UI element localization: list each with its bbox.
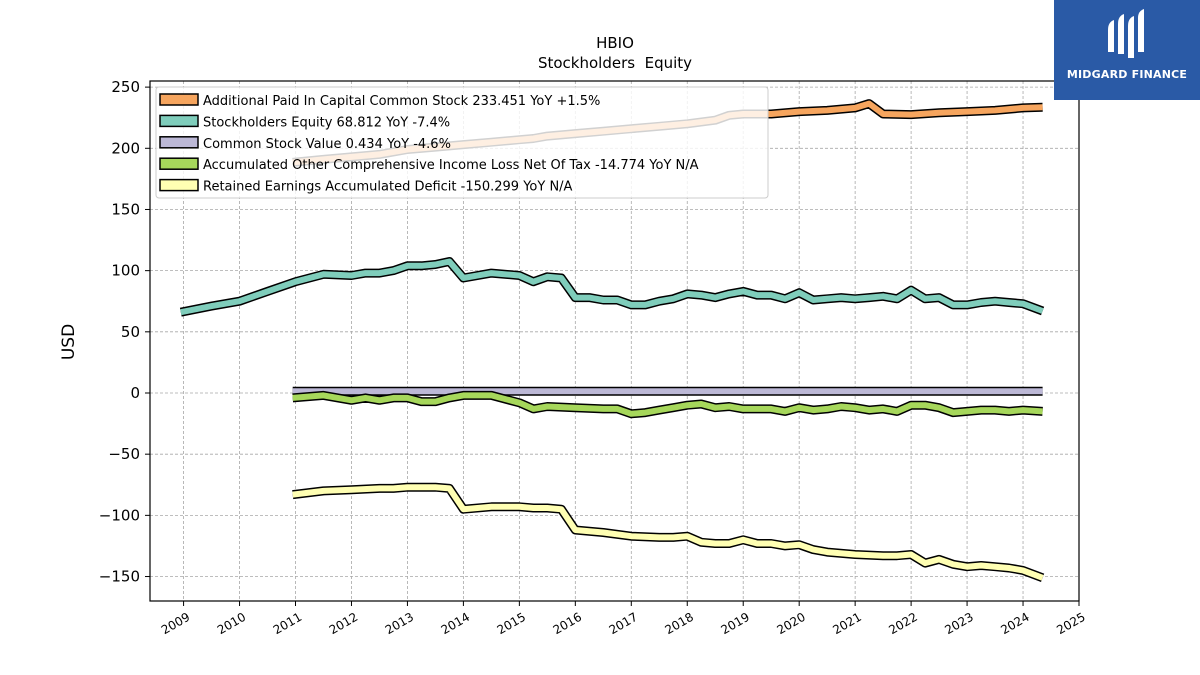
legend-label: Accumulated Other Comprehensive Income L… xyxy=(203,158,699,173)
x-tick-label: 2009 xyxy=(159,610,192,637)
x-tick-label: 2021 xyxy=(830,610,863,637)
x-tick-label: 2015 xyxy=(495,610,528,637)
legend-swatch xyxy=(159,178,199,192)
y-tick-label: −100 xyxy=(99,506,140,524)
y-tick-label: 50 xyxy=(121,323,140,341)
x-tick-label: 2016 xyxy=(551,610,584,637)
legend-swatch xyxy=(159,93,199,106)
x-tick-label: 2020 xyxy=(774,610,807,637)
y-tick-label: −50 xyxy=(108,445,140,463)
y-tick-label: 200 xyxy=(111,139,140,157)
legend-label: Retained Earnings Accumulated Deficit -1… xyxy=(203,180,573,195)
y-tick-label: 150 xyxy=(111,200,140,218)
y-axis-label: USD xyxy=(59,324,79,360)
x-tick-label: 2019 xyxy=(718,610,751,637)
legend-label: Common Stock Value 0.434 YoY -4.6% xyxy=(203,137,451,152)
legend-box xyxy=(155,86,769,199)
x-tick-label: 2025 xyxy=(1054,610,1087,637)
series-line-1 xyxy=(180,258,1044,316)
series-line-4 xyxy=(292,484,1044,581)
chart-title: HBIO xyxy=(596,34,634,52)
legend-swatch xyxy=(159,136,199,149)
series-outline-1 xyxy=(179,257,1045,317)
x-tick-label: 2022 xyxy=(886,610,919,637)
x-tick-label: 2012 xyxy=(327,610,360,637)
legend-swatch xyxy=(159,157,199,170)
x-tick-label: 2013 xyxy=(383,610,416,637)
x-tick-label: 2010 xyxy=(215,610,248,637)
y-tick-label: 0 xyxy=(130,384,140,402)
legend: Additional Paid In Capital Common Stock … xyxy=(155,86,769,199)
series-line-3 xyxy=(292,392,1043,417)
chart-subtitle: Stockholders Equity xyxy=(538,54,692,72)
x-tick-label: 2023 xyxy=(942,610,975,637)
x-tick-label: 2024 xyxy=(998,610,1031,637)
y-tick-label: 100 xyxy=(111,262,140,280)
legend-label: Additional Paid In Capital Common Stock … xyxy=(203,94,600,109)
plot-frame xyxy=(149,80,1080,602)
y-tick-label: −150 xyxy=(99,568,140,586)
midgard-logo-icon xyxy=(1108,9,1144,58)
x-tick-label: 2018 xyxy=(663,610,696,637)
brand-name: MIDGARD FINANCE xyxy=(1066,68,1188,81)
brand-logo: MIDGARD FINANCE xyxy=(1054,0,1200,100)
legend-label: Stockholders Equity 68.812 YoY -7.4% xyxy=(203,115,450,130)
y-tick-label: 250 xyxy=(111,78,140,96)
legend-swatch xyxy=(159,114,199,128)
x-tick-label: 2014 xyxy=(439,610,472,637)
x-tick-label: 2017 xyxy=(607,610,640,637)
x-tick-label: 2011 xyxy=(271,610,304,637)
